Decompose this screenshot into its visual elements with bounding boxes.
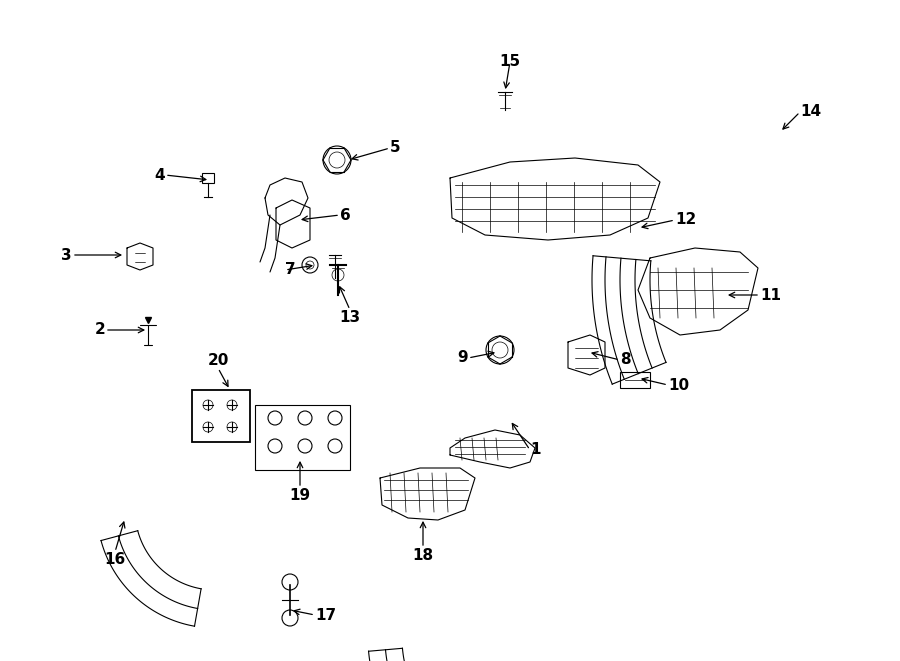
Text: 3: 3 [61, 247, 72, 262]
Text: 11: 11 [760, 288, 781, 303]
Text: 13: 13 [339, 310, 361, 325]
Text: 20: 20 [207, 353, 229, 368]
Text: 1: 1 [530, 442, 541, 457]
Text: 9: 9 [457, 350, 468, 366]
Bar [620, 372, 650, 388]
Bar [192, 390, 250, 442]
Bar [202, 173, 214, 183]
Text: 2: 2 [94, 323, 105, 338]
Text: 16: 16 [104, 552, 126, 567]
Text: 19: 19 [290, 488, 310, 503]
Text: 7: 7 [285, 262, 295, 278]
Text: 14: 14 [800, 104, 821, 120]
Text: 18: 18 [412, 548, 434, 563]
Text: 15: 15 [500, 54, 520, 69]
Text: 6: 6 [340, 208, 351, 223]
Text: 8: 8 [620, 352, 631, 368]
Bar [255, 405, 350, 470]
Text: 5: 5 [390, 141, 400, 155]
Text: 17: 17 [315, 607, 336, 623]
Text: 12: 12 [675, 212, 697, 227]
Text: 10: 10 [668, 377, 689, 393]
Text: 4: 4 [155, 167, 165, 182]
